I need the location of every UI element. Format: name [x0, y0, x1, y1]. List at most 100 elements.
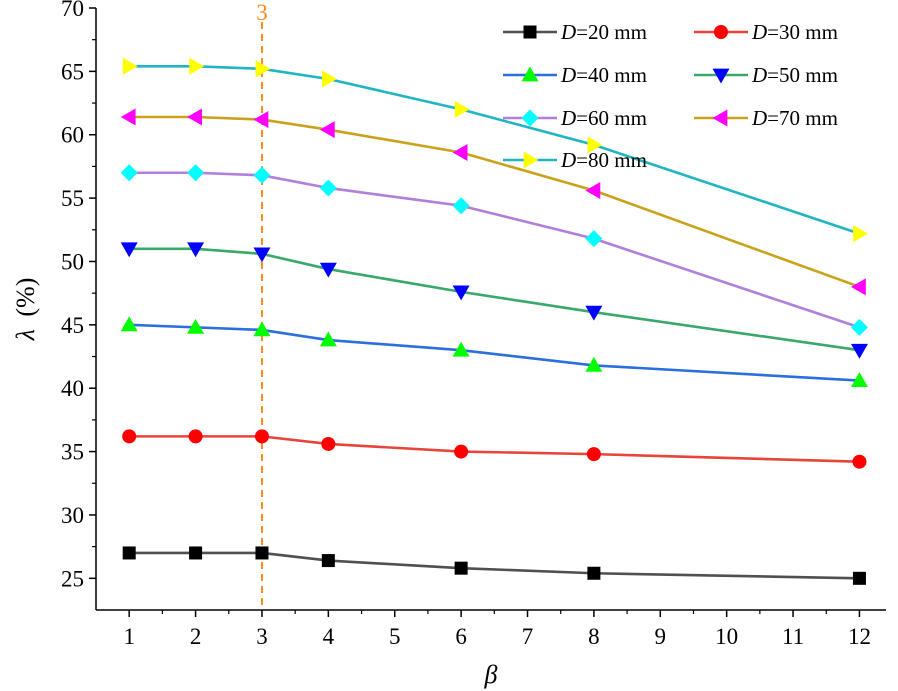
series-7 — [122, 57, 868, 243]
x-tick-label: 8 — [588, 624, 600, 649]
series-5 — [120, 164, 868, 336]
legend-variable: D — [560, 106, 576, 130]
data-point — [120, 316, 138, 332]
data-point — [452, 197, 470, 215]
data-point — [188, 429, 203, 444]
legend-value: =30 mm — [767, 20, 838, 44]
data-point — [122, 546, 136, 560]
data-point — [452, 285, 470, 301]
x-tick-label: 10 — [715, 624, 738, 649]
data-point — [585, 182, 601, 200]
y-tick-label: 35 — [61, 440, 84, 465]
data-point — [120, 242, 138, 258]
data-point — [585, 356, 603, 372]
data-point — [452, 143, 468, 161]
x-tick-label: 1 — [123, 624, 135, 649]
legend-item: D=40 mm — [503, 63, 647, 87]
legend-item: D=50 mm — [694, 63, 838, 87]
legend-label: D=50 mm — [751, 63, 838, 87]
y-tick-label: 30 — [61, 503, 84, 528]
legend-variable: D — [751, 63, 767, 87]
legend: D=20 mm D=30 mmD=40 mm D=50 mmD=60 mm D=70 … — [503, 20, 838, 172]
legend-label: D=40 mm — [560, 63, 647, 87]
x-tick-label: 3 — [256, 624, 268, 649]
y-tick-label: 50 — [61, 249, 84, 274]
x-tick-label: 4 — [323, 624, 335, 649]
data-point — [321, 436, 336, 451]
legend-value: =20 mm — [576, 20, 647, 44]
legend-variable: D — [751, 20, 767, 44]
series-line — [129, 64, 860, 235]
data-point — [187, 108, 202, 126]
x-axis-label: β — [484, 660, 498, 689]
data-point — [189, 546, 203, 560]
x-tick-label: 2 — [190, 624, 202, 649]
x-tick-label: 6 — [455, 624, 467, 649]
data-point — [255, 60, 271, 78]
data-point — [255, 546, 269, 560]
data-point — [319, 179, 337, 197]
legend-marker — [712, 109, 728, 127]
data-point — [120, 108, 136, 126]
data-point — [189, 57, 205, 75]
legend-item: D=30 mm — [694, 20, 838, 44]
data-point — [585, 305, 603, 321]
series-line — [129, 247, 860, 352]
series-2 — [122, 429, 867, 469]
data-point — [187, 242, 205, 258]
series-4 — [120, 242, 868, 359]
legend-variable: D — [560, 63, 576, 87]
legend-variable: D — [560, 148, 576, 172]
data-point — [454, 444, 469, 459]
series-line — [129, 435, 860, 464]
x-tick-label: 12 — [848, 624, 871, 649]
legend-value: =70 mm — [767, 106, 838, 130]
y-tick-label: 40 — [61, 376, 84, 401]
legend-marker — [523, 151, 539, 169]
legend-label: D=20 mm — [560, 20, 647, 44]
data-point — [585, 230, 603, 248]
y-tick-label: 60 — [61, 123, 84, 148]
legend-value: =60 mm — [576, 106, 647, 130]
y-tick-label: 70 — [61, 0, 84, 21]
x-tick-label: 9 — [655, 624, 667, 649]
data-point — [850, 318, 868, 336]
data-point — [253, 166, 271, 184]
legend-value: =80 mm — [576, 148, 647, 172]
data-point — [319, 262, 337, 278]
y-tick-label: 55 — [61, 186, 84, 211]
data-point — [850, 372, 868, 387]
legend-label: D=60 mm — [560, 106, 647, 130]
data-point — [454, 561, 468, 575]
y-axis-unit: (%) — [11, 278, 40, 317]
data-point — [853, 225, 868, 243]
legend-marker — [521, 66, 539, 82]
y-tick-label: 65 — [61, 59, 84, 84]
legend-marker — [714, 25, 728, 39]
y-axis-label: λ (%) — [11, 278, 40, 342]
data-point — [319, 121, 335, 139]
data-point — [452, 341, 470, 357]
data-point — [321, 70, 337, 88]
data-point — [122, 429, 137, 444]
legend-value: =40 mm — [576, 63, 647, 87]
legend-item: D=60 mm — [503, 106, 647, 130]
data-point — [253, 111, 269, 129]
data-point — [321, 554, 335, 568]
x-tick-label: 5 — [389, 624, 401, 649]
legend-variable: D — [751, 106, 767, 130]
legend-value: =50 mm — [767, 63, 838, 87]
series-line — [129, 551, 860, 580]
data-point — [319, 331, 337, 347]
data-point — [850, 343, 868, 359]
y-tick-label: 25 — [61, 566, 84, 591]
y-axis-symbol: λ — [11, 329, 40, 341]
legend-item: D=70 mm — [694, 106, 838, 130]
data-point — [850, 278, 866, 296]
data-point — [187, 164, 205, 182]
series-layer — [120, 57, 868, 585]
legend-item: D=80 mm — [503, 148, 647, 172]
